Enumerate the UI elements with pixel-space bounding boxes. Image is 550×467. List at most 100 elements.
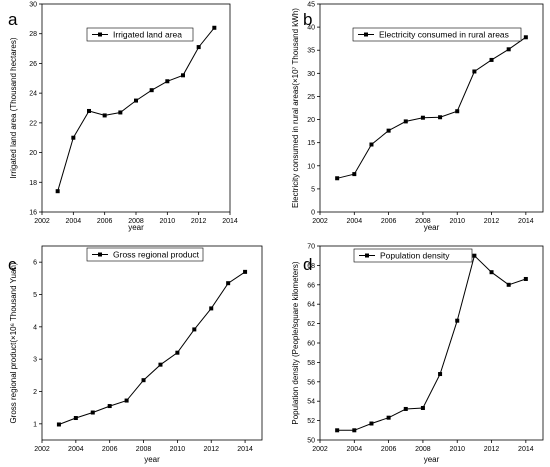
legend-box: [353, 248, 473, 263]
data-point: [523, 35, 528, 40]
plot-frame: [319, 3, 544, 213]
x-tick-label: 2014: [222, 218, 238, 225]
chart-panel-b: 2002 2004 2006 2008 2010 2012 2014 0 5 10 15 20 25 30…: [291, 2, 544, 232]
y-tick-label: 2: [33, 389, 37, 396]
data-point: [506, 282, 511, 287]
data-point: [403, 119, 408, 124]
data-point: [386, 415, 391, 420]
y-tick-label: 54: [307, 399, 315, 406]
x-tick-label: 2004: [68, 446, 84, 453]
y-tick-label: 30: [29, 2, 37, 9]
data-point: [352, 428, 357, 433]
y-tick-label: 68: [307, 263, 315, 270]
y-tick-label: 56: [307, 379, 315, 386]
panel-letter: c: [8, 255, 17, 274]
x-tick-label: 2006: [381, 446, 397, 453]
data-point: [141, 378, 146, 383]
data-point: [472, 69, 477, 74]
data-point: [175, 350, 180, 355]
x-tick-label: 2008: [415, 446, 431, 453]
data-point: [335, 428, 340, 433]
panel-letter: a: [8, 10, 18, 29]
x-tick-label: 2004: [347, 218, 363, 225]
data-point: [134, 98, 138, 103]
y-tick-label: 40: [307, 25, 315, 32]
x-tick-label: 2014: [518, 446, 534, 453]
data-point: [71, 135, 76, 140]
y-tick-label: 26: [29, 61, 37, 68]
data-point: [386, 128, 391, 133]
y-tick-label: 3: [33, 357, 37, 364]
series-line: [337, 254, 526, 431]
y-tick-label: 30: [307, 71, 315, 78]
y-tick-label: 50: [307, 438, 315, 445]
legend-box: [86, 27, 194, 42]
y-tick-label: 28: [29, 31, 37, 38]
data-point: [118, 110, 123, 115]
x-tick-label: 2002: [34, 218, 50, 225]
x-axis-label: year: [424, 223, 440, 232]
series-line: [58, 271, 246, 425]
x-tick-label: 2004: [347, 446, 363, 453]
data-point: [192, 327, 197, 332]
data-point: [403, 406, 408, 411]
y-tick-label: 20: [29, 150, 37, 157]
x-tick-label: 2004: [66, 218, 82, 225]
data-point: [226, 281, 231, 286]
y-tick-label: 45: [307, 2, 315, 9]
data-point: [149, 88, 154, 93]
data-point: [243, 269, 248, 274]
x-tick-label: 2006: [97, 218, 113, 225]
data-point: [56, 422, 61, 427]
x-tick-label: 2010: [449, 218, 465, 225]
y-tick-label: 10: [307, 163, 315, 170]
data-point: [489, 270, 494, 275]
y-tick-label: 4: [33, 324, 37, 331]
data-point: [523, 276, 528, 281]
x-tick-label: 2002: [312, 218, 328, 225]
data-point: [506, 47, 511, 52]
y-tick-label: 16: [29, 210, 37, 217]
y-tick-label: 52: [307, 418, 315, 425]
y-tick-label: 0: [311, 210, 315, 217]
chart-panel-c: 2002 2004 2006 2008 2010 2012 2014 1 2 3 4 5 6 year Gr…: [8, 245, 263, 464]
x-tick-label: 2008: [128, 218, 144, 225]
x-tick-label: 2010: [160, 218, 176, 225]
x-axis-label: year: [424, 455, 440, 464]
panel-letter: d: [303, 255, 312, 274]
data-point: [455, 109, 460, 114]
data-point: [369, 142, 374, 147]
data-point: [420, 115, 425, 120]
x-tick-label: 2014: [518, 218, 534, 225]
plot-frame: [41, 245, 263, 441]
y-tick-label: 5: [33, 292, 37, 299]
y-tick-label: 66: [307, 282, 315, 289]
legend-marker: [365, 253, 369, 258]
x-tick-label: 2012: [484, 218, 500, 225]
y-tick-label: 58: [307, 360, 315, 367]
x-tick-label: 2002: [34, 446, 50, 453]
y-tick-label: 35: [307, 48, 315, 55]
chart-panel-a: 2002 2004 2006 2008 2010 2012 2014 16 18 20 22 24 26…: [8, 2, 238, 233]
y-axis-label: Irrigated land area (Thousand hectares): [9, 37, 18, 178]
series-line: [337, 36, 527, 179]
y-tick-label: 22: [29, 120, 37, 127]
x-tick-label: 2006: [381, 218, 397, 225]
plot-frame: [319, 245, 544, 441]
data-point: [369, 421, 374, 426]
data-point: [196, 45, 201, 50]
x-tick-label: 2010: [170, 446, 186, 453]
data-point: [352, 172, 357, 177]
data-point: [209, 306, 214, 311]
x-tick-label: 2008: [136, 446, 152, 453]
legend-label: Electricity consumed in rural areas: [379, 30, 509, 40]
data-point: [124, 398, 129, 403]
x-tick-label: 2010: [449, 446, 465, 453]
data-point: [165, 79, 170, 84]
x-axis-label: year: [144, 455, 160, 464]
y-tick-label: 70: [307, 244, 315, 251]
y-tick-label: 18: [29, 180, 37, 187]
x-tick-label: 2008: [415, 218, 431, 225]
y-axis-label: Population density (People/square kilome…: [291, 261, 300, 425]
